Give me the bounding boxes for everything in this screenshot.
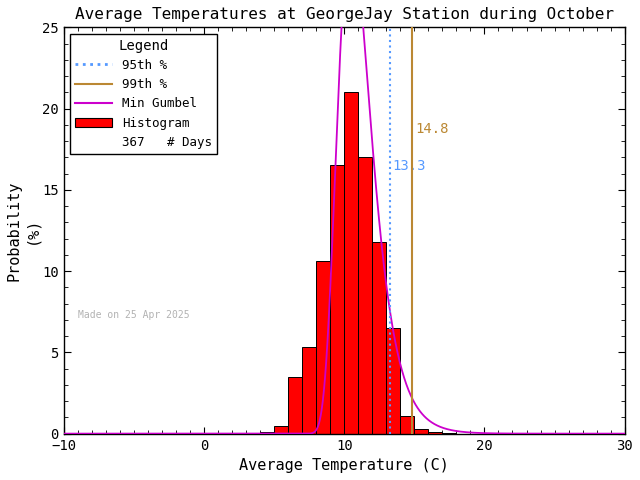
Legend: 95th %, 99th %, Min Gumbel, Histogram, 367   # Days: 95th %, 99th %, Min Gumbel, Histogram, 3… <box>70 34 218 154</box>
Bar <box>274 425 288 433</box>
Bar <box>358 157 372 433</box>
Bar <box>414 429 428 433</box>
Bar <box>428 432 442 433</box>
Text: Made on 25 Apr 2025: Made on 25 Apr 2025 <box>77 310 189 320</box>
Bar <box>330 166 344 433</box>
Text: 14.8: 14.8 <box>415 122 449 136</box>
Bar <box>400 416 414 433</box>
X-axis label: Average Temperature (C): Average Temperature (C) <box>239 458 449 473</box>
Bar <box>372 242 387 433</box>
Bar <box>302 348 316 433</box>
Text: 13.3: 13.3 <box>392 159 426 173</box>
Bar <box>344 92 358 433</box>
Bar <box>288 377 302 433</box>
Y-axis label: Probability
(%): Probability (%) <box>7 180 39 281</box>
Bar <box>316 261 330 433</box>
Title: Average Temperatures at GeorgeJay Station during October: Average Temperatures at GeorgeJay Statio… <box>75 7 614 22</box>
Bar <box>260 432 274 433</box>
Bar <box>387 328 400 433</box>
